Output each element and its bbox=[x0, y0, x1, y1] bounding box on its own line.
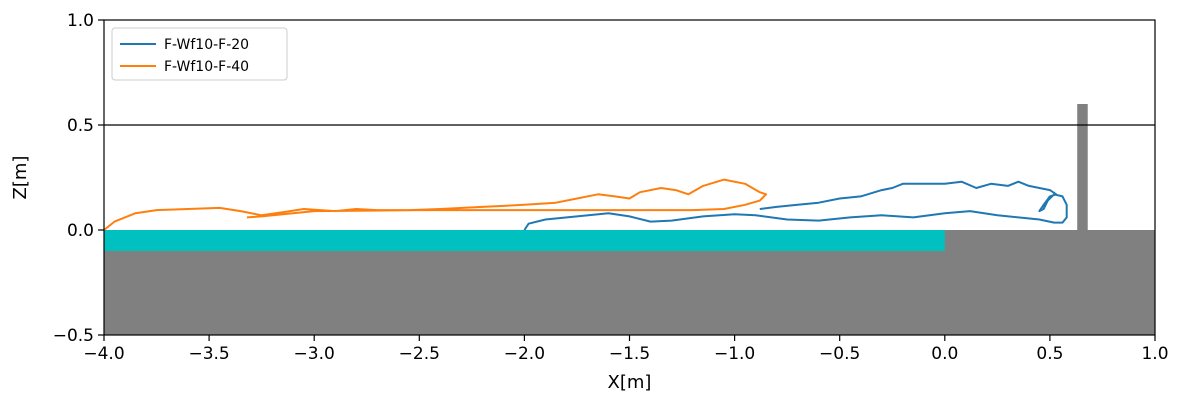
series-line-2 bbox=[103, 178, 768, 231]
water-layer-region bbox=[104, 230, 945, 251]
x-tick-label: −2.5 bbox=[399, 344, 440, 364]
y-tick-label: −0.5 bbox=[53, 326, 94, 346]
y-axis-label: Z[m] bbox=[10, 156, 31, 200]
x-tick-label: −1.5 bbox=[609, 344, 650, 364]
y-tick-label: 0.5 bbox=[67, 116, 94, 136]
regions-layer bbox=[104, 104, 1155, 335]
series-line-1 bbox=[523, 180, 1068, 231]
legend-label-series-1: F-Wf10-F-20 bbox=[164, 37, 249, 53]
series-layer bbox=[103, 178, 1068, 231]
legend: F-Wf10-F-20 F-Wf10-F-40 bbox=[111, 27, 288, 81]
y-tick-label: 0.0 bbox=[67, 221, 94, 241]
x-tick-label: 1.0 bbox=[1141, 344, 1168, 364]
x-tick-label: 0.5 bbox=[1036, 344, 1063, 364]
y-tick-label: 1.0 bbox=[67, 11, 94, 31]
y-axis-ticks: −0.5 0.0 0.5 1.0 bbox=[53, 11, 104, 346]
wall-region bbox=[1077, 104, 1088, 230]
x-axis-ticks: −4.0 −3.5 −3.0 −2.5 −2.0 −1.5 −1.0 −0.5 0.0 0.5 1.… bbox=[83, 335, 1169, 364]
x-tick-label: −3.5 bbox=[188, 344, 229, 364]
x-tick-label: −0.5 bbox=[819, 344, 860, 364]
x-tick-label: 0.0 bbox=[931, 344, 958, 364]
x-tick-label: −3.0 bbox=[294, 344, 335, 364]
x-tick-label: −4.0 bbox=[83, 344, 124, 364]
x-tick-label: −1.0 bbox=[714, 344, 755, 364]
legend-label-series-2: F-Wf10-F-40 bbox=[164, 59, 249, 75]
x-tick-label: −2.0 bbox=[504, 344, 545, 364]
x-axis-label: X[m] bbox=[608, 372, 652, 393]
